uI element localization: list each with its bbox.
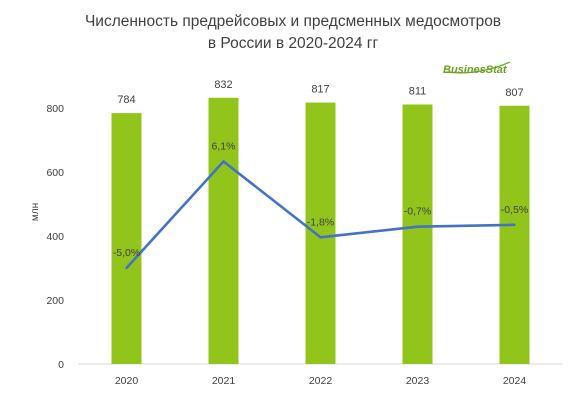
bar bbox=[499, 105, 530, 364]
y-tick-label: 800 bbox=[46, 103, 64, 115]
x-tick-label: 2021 bbox=[212, 375, 236, 387]
y-tick-label: 0 bbox=[58, 359, 64, 371]
line-point bbox=[416, 225, 419, 228]
bar-series bbox=[111, 97, 530, 365]
x-tick-label: 2020 bbox=[115, 375, 139, 387]
x-tick-label: 2024 bbox=[503, 375, 527, 387]
bar bbox=[111, 113, 142, 365]
logo-text: BusinesStat bbox=[443, 64, 508, 76]
y-tick-label: 400 bbox=[46, 231, 64, 243]
x-axis-ticks: 2020 2021 2022 2023 2024 bbox=[115, 375, 527, 387]
y-tick-label: 600 bbox=[46, 167, 64, 179]
line-series bbox=[125, 160, 516, 270]
x-tick-label: 2023 bbox=[406, 375, 430, 387]
line-point bbox=[319, 236, 322, 239]
bar-value-label: 817 bbox=[311, 84, 329, 96]
bar-value-label: 807 bbox=[505, 87, 523, 99]
x-tick-label: 2022 bbox=[309, 375, 333, 387]
y-axis-title: млн bbox=[30, 203, 41, 221]
bar bbox=[208, 97, 239, 364]
line-value-label: -0,5% bbox=[501, 204, 528, 216]
bar-value-label: 832 bbox=[214, 79, 232, 91]
bar bbox=[305, 102, 336, 364]
chart-title-line-2: в России в 2020-2024 гг bbox=[208, 35, 379, 52]
line-value-label: -1,8% bbox=[307, 216, 334, 228]
line-value-labels: -5,0% 6,1% -1,8% -0,7% -0,5% bbox=[113, 140, 528, 259]
bar-value-label: 784 bbox=[117, 94, 135, 106]
line-value-label: -5,0% bbox=[113, 247, 140, 259]
line-point bbox=[125, 266, 128, 270]
line-value-label: -0,7% bbox=[404, 206, 431, 218]
chart-title-line-1: Численность предрейсовых и предсменных м… bbox=[85, 13, 501, 30]
bar bbox=[402, 104, 433, 364]
line-value-label: 6,1% bbox=[212, 140, 236, 152]
businesstat-logo: BusinesStat bbox=[443, 61, 511, 76]
bar-value-labels: 784 832 817 811 807 bbox=[117, 79, 523, 106]
line-point bbox=[222, 160, 225, 163]
bar-value-label: 811 bbox=[409, 85, 427, 97]
line-point bbox=[513, 223, 516, 226]
y-axis-ticks: 0 200 400 600 800 bbox=[46, 103, 64, 371]
y-tick-label: 200 bbox=[46, 295, 64, 307]
